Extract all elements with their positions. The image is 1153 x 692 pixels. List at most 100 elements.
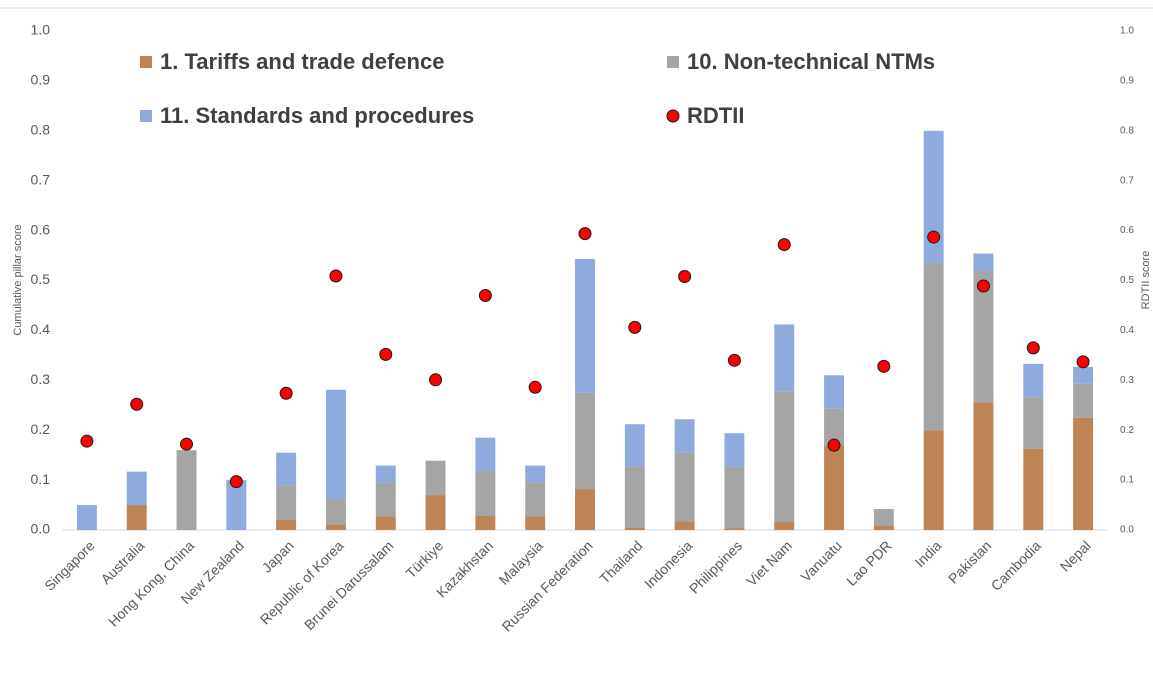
bar-segment	[824, 408, 845, 446]
yticks-label: 0.7	[31, 171, 51, 187]
rdtii-point	[1076, 355, 1090, 369]
bar-segment	[1023, 448, 1044, 530]
yticks-label: 0.0	[31, 521, 51, 537]
rdtii-point	[229, 475, 243, 489]
yticks-label: 0.1	[31, 471, 51, 487]
yticks-label: 0.4	[31, 321, 51, 337]
x-tick-label: Nepal	[1057, 537, 1094, 574]
bar-segment	[1073, 383, 1094, 418]
bar-segment	[126, 505, 147, 530]
y2ticks-label: 0.4	[1120, 325, 1134, 336]
x-tick-label: Thailand	[596, 537, 645, 586]
x-tick-label: Vanuatu	[797, 537, 844, 584]
y2ticks-label: 0.5	[1120, 275, 1134, 286]
bar-segment	[475, 437, 496, 472]
bar-segment	[1073, 366, 1094, 384]
x-tick-label: Malaysia	[496, 537, 547, 588]
x-tick-label: Lao PDR	[843, 537, 894, 588]
y2ticks-label: 0.2	[1120, 425, 1134, 436]
bar-segment	[575, 392, 595, 490]
x-tick-label: Türkiye	[403, 537, 447, 581]
y2ticks-label: 1.0	[1120, 26, 1134, 37]
x-tick-label: India	[912, 537, 945, 570]
y2-axis-label: RDTII score	[1140, 251, 1152, 310]
bar-segment	[973, 253, 994, 271]
bar-segment	[325, 525, 346, 530]
y2ticks-label: 0.6	[1120, 225, 1134, 236]
bar-segment	[923, 430, 944, 530]
x-tick-label: Japan	[259, 537, 297, 575]
bar-segment	[475, 516, 496, 530]
rdtii-point	[1026, 341, 1040, 355]
rdtii-point	[827, 438, 841, 452]
y2ticks-label: 0.0	[1120, 525, 1134, 536]
bar-segment	[226, 480, 247, 530]
x-tick-label: Republic of Korea	[257, 537, 347, 627]
bar-segment	[973, 270, 994, 403]
bar-segment	[624, 466, 645, 529]
bar-segment	[674, 419, 695, 453]
rdtii-point	[727, 353, 741, 367]
yticks-label: 0.8	[31, 122, 51, 138]
y-axis-label: Cumulative pillar score	[12, 224, 24, 335]
bar-segment	[973, 402, 994, 530]
rdtii-point	[80, 434, 94, 448]
bar-segment	[276, 520, 297, 530]
bar-segment	[624, 424, 645, 467]
legend-label: 1. Tariffs and trade defence	[160, 49, 444, 74]
bar-segment	[425, 460, 446, 496]
legend-marker	[667, 56, 679, 68]
bar-segment	[1023, 363, 1044, 398]
x-tick-label: Viet Nam	[743, 537, 795, 589]
bar-segment	[873, 526, 894, 530]
rdtii-point	[578, 227, 592, 241]
x-tick-label: Brunei Darussalam	[301, 537, 397, 633]
x-tick-label: Hong Kong, China	[105, 537, 197, 629]
bar-segment	[126, 471, 147, 506]
bar-segment	[525, 516, 546, 530]
bar-segment	[1073, 417, 1094, 530]
bar-segment	[176, 450, 197, 530]
yticks-label: 0.2	[31, 421, 51, 437]
bar-segment	[475, 471, 496, 517]
rdtii-point	[528, 380, 542, 394]
x-tick-label: Australia	[98, 537, 148, 587]
x-tick-label: Russian Federation	[499, 537, 596, 634]
rdtii-point	[678, 270, 692, 284]
rdtii-point	[180, 437, 194, 451]
bar-segment	[575, 259, 595, 393]
bar-segment	[824, 445, 845, 530]
yticks-label: 1.0	[31, 22, 51, 38]
rdtii-point	[130, 397, 144, 411]
rdtii-point	[429, 373, 443, 387]
yticks-label: 0.9	[31, 72, 51, 88]
legend-marker	[140, 110, 152, 122]
yticks-label: 0.5	[31, 271, 51, 287]
bar-segment	[1023, 397, 1044, 449]
rdtii-point	[976, 279, 990, 293]
legend-marker	[666, 109, 680, 123]
bar-segment	[873, 509, 894, 527]
bar-segment	[724, 528, 745, 530]
x-tick-label: Pakistan	[945, 537, 994, 586]
rdtii-point	[279, 386, 293, 400]
bar-segment	[724, 433, 745, 467]
bar-segment	[923, 130, 944, 264]
legend-label: 11. Standards and procedures	[160, 103, 474, 128]
rdtii-point	[927, 230, 941, 244]
bar-segment	[375, 516, 396, 530]
bar-segment	[575, 489, 595, 530]
bar-segment	[774, 391, 795, 523]
y2ticks-label: 0.1	[1120, 475, 1134, 486]
x-tick-label: Singapore	[41, 537, 98, 594]
legend-label: RDTII	[687, 103, 744, 128]
y2ticks-label: 0.7	[1120, 175, 1134, 186]
yticks-label: 0.6	[31, 221, 51, 237]
bar-segment	[923, 263, 944, 431]
x-tick-label: Cambodia	[988, 537, 1045, 594]
rdtii-point	[628, 320, 642, 334]
bar-segment	[774, 522, 795, 530]
x-tick-label: Philippines	[686, 537, 745, 596]
bar-segment	[425, 495, 446, 530]
rdtii-point	[379, 347, 393, 361]
